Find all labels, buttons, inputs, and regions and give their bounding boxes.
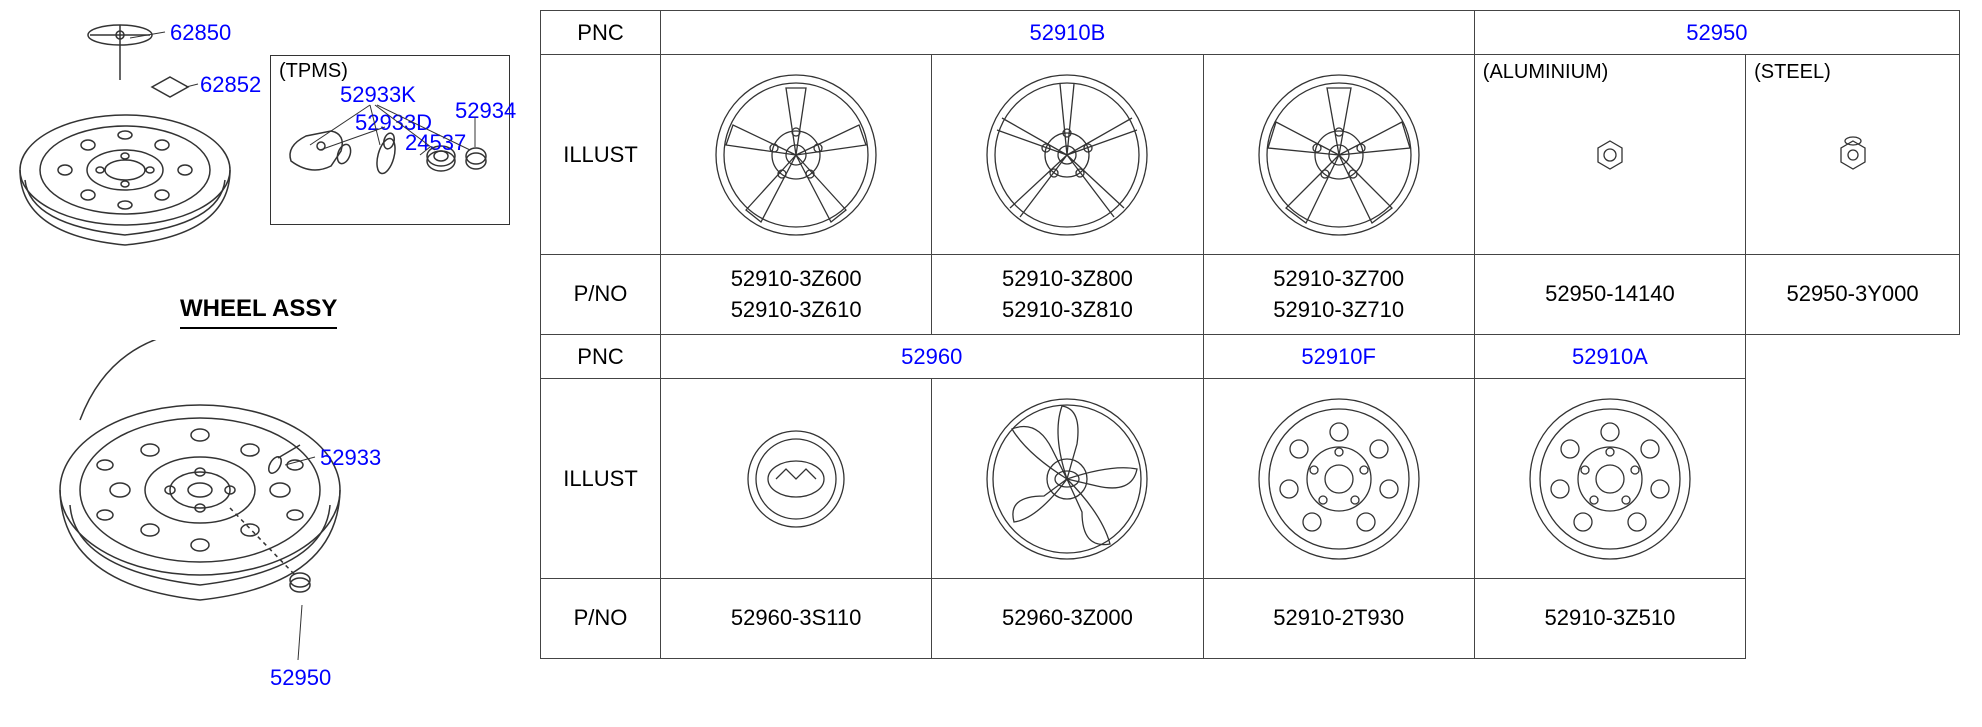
pnc-52910B[interactable]: 52910B bbox=[1029, 20, 1105, 45]
illust-wheel-1 bbox=[661, 55, 932, 255]
pno-cell-3: 52910-3Z70052910-3Z710 bbox=[1203, 255, 1474, 335]
pnc-52910A[interactable]: 52910A bbox=[1572, 344, 1648, 369]
callout-62852[interactable]: 62852 bbox=[200, 72, 261, 98]
illust-wheelcover bbox=[932, 379, 1203, 579]
pno2-a: 52960-3S110 bbox=[661, 579, 932, 659]
pnc-52960[interactable]: 52960 bbox=[901, 344, 962, 369]
pno-label-1: P/NO bbox=[541, 255, 661, 335]
illust-nut-aluminium: (ALUMINIUM) bbox=[1474, 55, 1745, 255]
pnc-52910F[interactable]: 52910F bbox=[1301, 344, 1376, 369]
illust-steelwheel-1 bbox=[1203, 379, 1474, 579]
illust-steelwheel-2 bbox=[1474, 379, 1745, 579]
pnc-52950[interactable]: 52950 bbox=[1686, 20, 1747, 45]
pno2-b: 52960-3Z000 bbox=[932, 579, 1203, 659]
callout-52950[interactable]: 52950 bbox=[270, 665, 331, 691]
pno-label-2: P/NO bbox=[541, 579, 661, 659]
leader-62852 bbox=[186, 82, 206, 97]
pno-cell-2: 52910-3Z80052910-3Z810 bbox=[932, 255, 1203, 335]
steel-label: (STEEL) bbox=[1754, 61, 1831, 84]
pnc-label: PNC bbox=[541, 11, 661, 55]
diamond-icon bbox=[150, 75, 190, 100]
illust-label-1: ILLUST bbox=[541, 55, 661, 255]
leader-62850 bbox=[130, 30, 190, 60]
leader-52933 bbox=[285, 455, 345, 485]
parts-table-panel: PNC 52910B 52950 ILLUST bbox=[540, 10, 1972, 710]
pno-cell-5: 52950-3Y000 bbox=[1746, 255, 1960, 335]
pno-cell-4: 52950-14140 bbox=[1474, 255, 1745, 335]
pno-cell-1: 52910-3Z60052910-3Z610 bbox=[661, 255, 932, 335]
pno2-c: 52910-2T930 bbox=[1203, 579, 1474, 659]
illust-centercap bbox=[661, 379, 932, 579]
illust-nut-steel: (STEEL) bbox=[1746, 55, 1960, 255]
exploded-diagram-panel: (TPMS) bbox=[10, 10, 520, 710]
illust-label-2: ILLUST bbox=[541, 379, 661, 579]
illust-wheel-3 bbox=[1203, 55, 1474, 255]
wheel-assy-label: WHEEL ASSY bbox=[180, 295, 337, 329]
steel-wheel-top-illustration bbox=[10, 70, 240, 300]
pno2-d: 52910-3Z510 bbox=[1474, 579, 1745, 659]
aluminium-label: (ALUMINIUM) bbox=[1483, 61, 1609, 84]
pnc-label-2: PNC bbox=[541, 335, 661, 379]
wheel-assy-illustration bbox=[50, 340, 380, 650]
tpms-leaders bbox=[270, 55, 520, 225]
illust-wheel-2 bbox=[932, 55, 1203, 255]
leader-52950 bbox=[290, 605, 330, 665]
parts-table: PNC 52910B 52950 ILLUST bbox=[540, 10, 1960, 659]
